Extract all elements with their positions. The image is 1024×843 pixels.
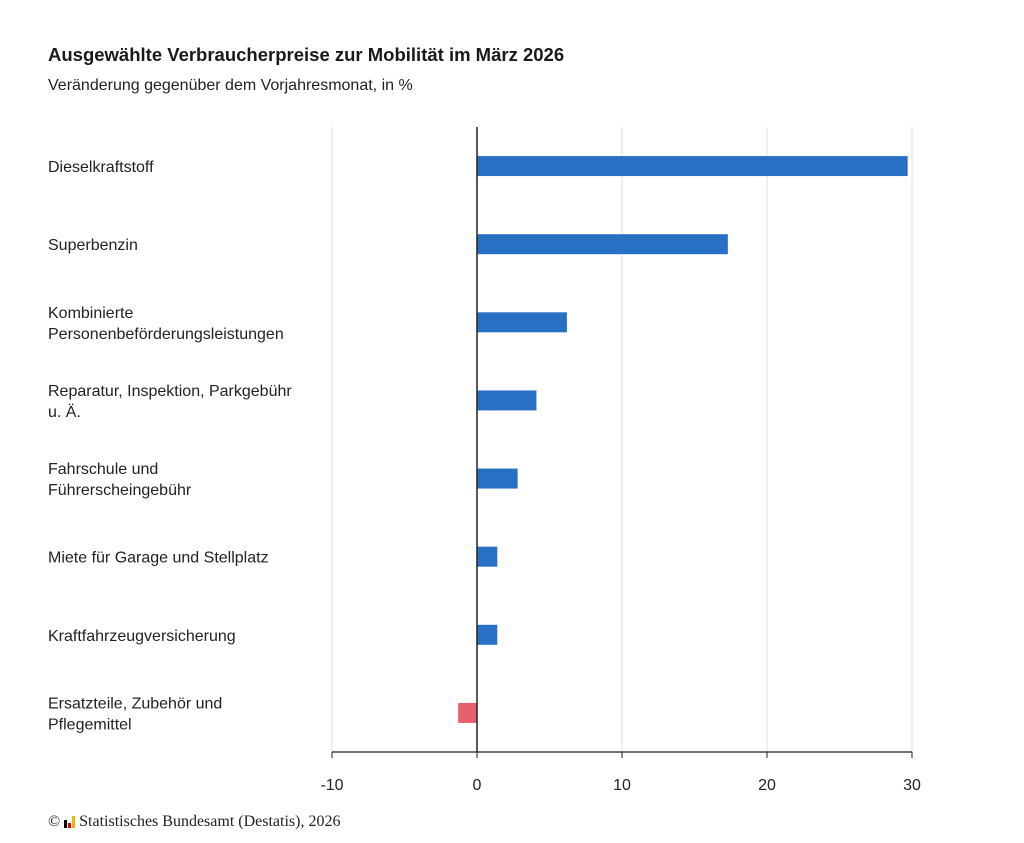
category-label: u. Ä. — [48, 403, 81, 421]
category-label: Personenbeförderungsleistungen — [48, 326, 284, 343]
category-label: Superbenzin — [48, 237, 138, 254]
category-label: Fahrschule und — [48, 461, 158, 478]
bar — [477, 468, 518, 489]
category-label: Miete für Garage und Stellplatz — [48, 550, 269, 567]
footer: © Statistisches Bundesamt (Destatis), 20… — [48, 813, 340, 831]
category-label: Kraftfahrzeugversicherung — [48, 628, 236, 645]
x-tick-label: 0 — [473, 777, 482, 794]
bar — [477, 624, 498, 645]
category-label: Pflegemittel — [48, 716, 132, 733]
x-tick-label: 30 — [903, 777, 921, 794]
bar — [477, 312, 567, 333]
source-text: Statistisches Bundesamt (Destatis), 2026 — [79, 813, 341, 830]
copyright-symbol: © — [48, 813, 61, 830]
bar — [477, 390, 537, 411]
category-label: Führerscheingebühr — [48, 482, 192, 499]
destatis-logo-icon — [64, 816, 76, 828]
category-label: Dieselkraftstoff — [48, 159, 154, 176]
category-label: Reparatur, Inspektion, Parkgebühr — [48, 383, 292, 400]
x-tick-label: -10 — [320, 777, 343, 794]
category-label: Kombinierte — [48, 305, 133, 322]
category-label: Ersatzteile, Zubehör und — [48, 695, 222, 712]
bar — [477, 156, 908, 177]
chart-title: Ausgewählte Verbraucherpreise zur Mobili… — [48, 44, 565, 65]
bar — [477, 234, 728, 255]
bar — [458, 702, 477, 723]
x-tick-label: 10 — [613, 777, 631, 794]
bar — [477, 546, 498, 567]
x-tick-label: 20 — [758, 777, 776, 794]
chart-subtitle: Veränderung gegenüber dem Vorjahresmonat… — [48, 77, 413, 94]
